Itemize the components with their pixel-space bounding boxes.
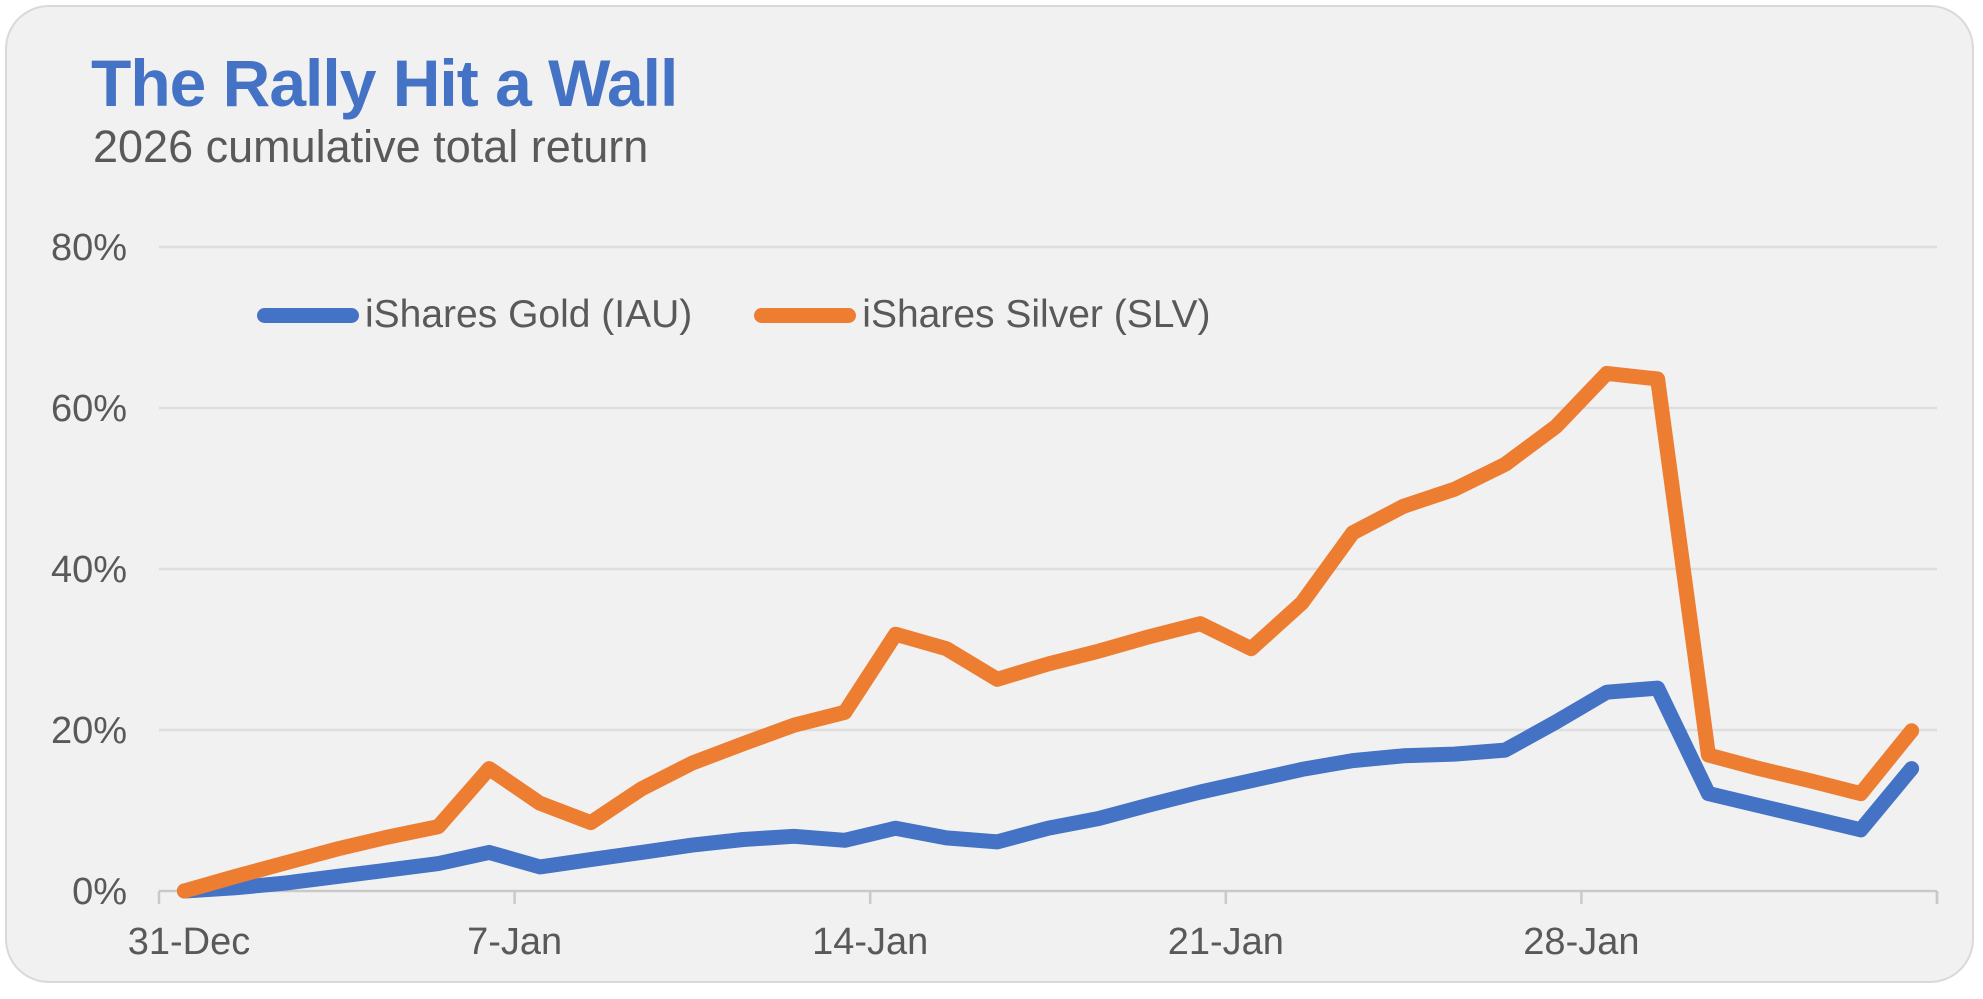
legend-swatch-icon: [257, 307, 359, 323]
y-axis-label-60: 60%: [51, 388, 127, 430]
x-axis-label-21-Jan: 21-Jan: [1168, 921, 1284, 963]
line-chart-plot-area: 0% 20% 40% 60% 80% 31-Dec 7-Jan 14-Jan 21-Jan 28-…: [51, 227, 1939, 963]
legend-swatch-icon: [754, 307, 857, 323]
x-axis-label-14-Jan: 14-Jan: [812, 921, 928, 963]
y-axis-label-0: 0%: [72, 871, 127, 913]
legend-label: iShares Gold (IAU): [365, 293, 693, 336]
legend-entry-gold: iShares Gold (IAU): [257, 293, 692, 337]
legend-entry-silver: iShares Silver (SLV): [754, 293, 1211, 337]
y-axis-label-80: 80%: [51, 227, 127, 269]
chart-legend: iShares Gold (IAU) iShares Silver (SLV): [257, 293, 1211, 337]
x-axis-label-28-Jan: 28-Jan: [1523, 921, 1639, 963]
chart-title: The Rally Hit a Wall: [91, 46, 678, 120]
x-axis-label-31-Dec: 31-Dec: [128, 921, 251, 963]
legend-label: iShares Silver (SLV): [862, 293, 1211, 336]
series-line-gold-iau: [176, 680, 1920, 899]
y-axis-label-40: 40%: [51, 549, 127, 591]
y-axis-label-20: 20%: [51, 710, 127, 752]
chart-subtitle: 2026 cumulative total return: [93, 121, 649, 172]
x-axis-label-7-Jan: 7-Jan: [467, 921, 562, 963]
chart-card: The Rally Hit a Wall 2026 cumulative tot…: [5, 5, 1974, 983]
series-line-silver-slv: [176, 365, 1920, 899]
